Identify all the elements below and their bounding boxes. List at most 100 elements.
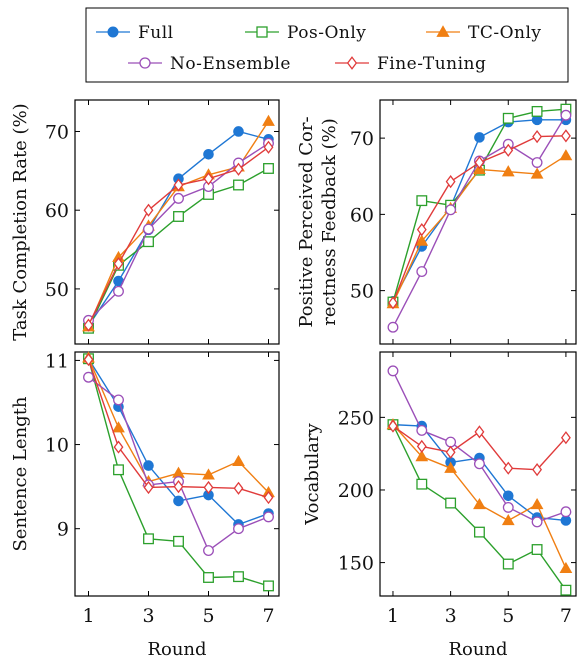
plot-frame xyxy=(379,351,577,597)
x-tick-label: 1 xyxy=(82,605,94,627)
data-point xyxy=(172,466,185,478)
data-point xyxy=(113,464,124,476)
data-point xyxy=(560,584,572,596)
data-point xyxy=(416,424,428,436)
series-fine-tuning xyxy=(388,129,571,310)
data-point xyxy=(83,371,94,383)
legend-swatch-marker xyxy=(436,25,450,37)
legend: Full Pos-Only TC-Only No-Ensemble Fine-Tunin… xyxy=(85,7,569,83)
data-point xyxy=(416,478,428,490)
data-point xyxy=(530,167,544,179)
legend-frame xyxy=(85,7,569,83)
data-point xyxy=(173,211,184,222)
legend-item-tc-only: TC-Only xyxy=(426,23,542,43)
data-point xyxy=(387,365,399,377)
data-point xyxy=(143,480,154,495)
data-point xyxy=(502,112,514,124)
chart-panel-top-right: 50 60 70 Positive Perceived Cor-rectness Fe… xyxy=(296,99,577,345)
data-point xyxy=(263,490,274,505)
data-point xyxy=(83,352,94,367)
data-point xyxy=(416,223,427,237)
data-point xyxy=(501,165,515,177)
y-axis-label-line: Sentence Length xyxy=(10,396,31,551)
data-point xyxy=(503,143,514,157)
x-tick-label: 7 xyxy=(262,605,274,627)
plot-frame xyxy=(74,99,280,345)
y-axis-label: Task Completion Rate (%) xyxy=(10,103,31,340)
series-line xyxy=(87,120,270,327)
data-point xyxy=(474,155,485,170)
data-point xyxy=(445,497,457,509)
data-point xyxy=(113,257,124,271)
y-axis-label: Sentence Length xyxy=(10,396,31,551)
series-no-ensemble xyxy=(83,371,274,557)
data-point xyxy=(388,296,398,310)
data-point xyxy=(263,511,274,523)
y-axis-label-line: Task Completion Rate (%) xyxy=(10,103,31,340)
series-full xyxy=(83,353,274,530)
data-point xyxy=(233,523,244,535)
data-point xyxy=(262,114,275,126)
data-point xyxy=(203,480,214,495)
plot-frame xyxy=(379,99,577,345)
y-tick-label: 10 xyxy=(45,435,69,457)
data-point xyxy=(388,419,398,433)
y-axis-label: Vocabulary xyxy=(302,422,323,525)
x-axis-label: Round xyxy=(147,639,206,660)
data-point xyxy=(503,461,514,475)
data-point xyxy=(415,234,429,246)
data-point xyxy=(203,172,214,186)
data-point xyxy=(559,149,573,161)
data-point xyxy=(263,163,274,174)
data-point xyxy=(560,129,571,143)
data-point xyxy=(560,109,572,121)
series-fine-tuning xyxy=(83,140,274,332)
data-point xyxy=(502,490,514,502)
legend-label: TC-Only xyxy=(468,23,542,43)
data-point xyxy=(559,561,573,574)
data-point xyxy=(387,321,399,333)
data-point xyxy=(444,461,457,473)
data-point xyxy=(415,450,429,462)
y-tick-label: 60 xyxy=(350,204,374,226)
data-point xyxy=(113,285,124,297)
y-tick-label: 50 xyxy=(350,281,374,303)
data-point xyxy=(203,572,214,583)
y-tick-label: 11 xyxy=(45,350,69,372)
data-point xyxy=(113,394,124,406)
data-point xyxy=(173,495,184,507)
legend-swatch-marker xyxy=(346,56,358,70)
data-point xyxy=(532,129,543,144)
data-point xyxy=(173,480,184,494)
data-point xyxy=(416,439,427,454)
y-axis-label-line: Positive Perceived Cor- xyxy=(296,116,317,327)
data-point xyxy=(474,132,485,143)
data-point xyxy=(203,149,214,160)
y-tick-label: 60 xyxy=(45,200,69,222)
data-point xyxy=(445,436,457,448)
data-point xyxy=(233,571,244,583)
data-point xyxy=(501,513,515,526)
legend-label: No-Ensemble xyxy=(170,54,291,74)
data-point xyxy=(263,580,274,592)
data-point xyxy=(173,535,184,547)
data-point xyxy=(416,195,428,207)
data-point xyxy=(143,223,154,235)
legend-item-pos-only: Pos-Only xyxy=(245,23,366,43)
y-tick-label: 70 xyxy=(350,128,374,150)
legend-swatch-marker xyxy=(107,26,119,38)
data-point xyxy=(416,266,428,278)
data-point xyxy=(473,458,485,470)
data-point xyxy=(502,501,514,513)
data-point xyxy=(233,481,244,495)
data-point xyxy=(112,421,125,433)
data-point xyxy=(143,236,154,248)
data-point xyxy=(531,157,543,168)
data-point xyxy=(474,425,485,439)
data-point xyxy=(530,497,544,510)
y-axis-label-line: rectness Feedback (%) xyxy=(319,118,340,325)
y-tick-label: 70 xyxy=(45,121,69,143)
data-point xyxy=(233,179,244,191)
